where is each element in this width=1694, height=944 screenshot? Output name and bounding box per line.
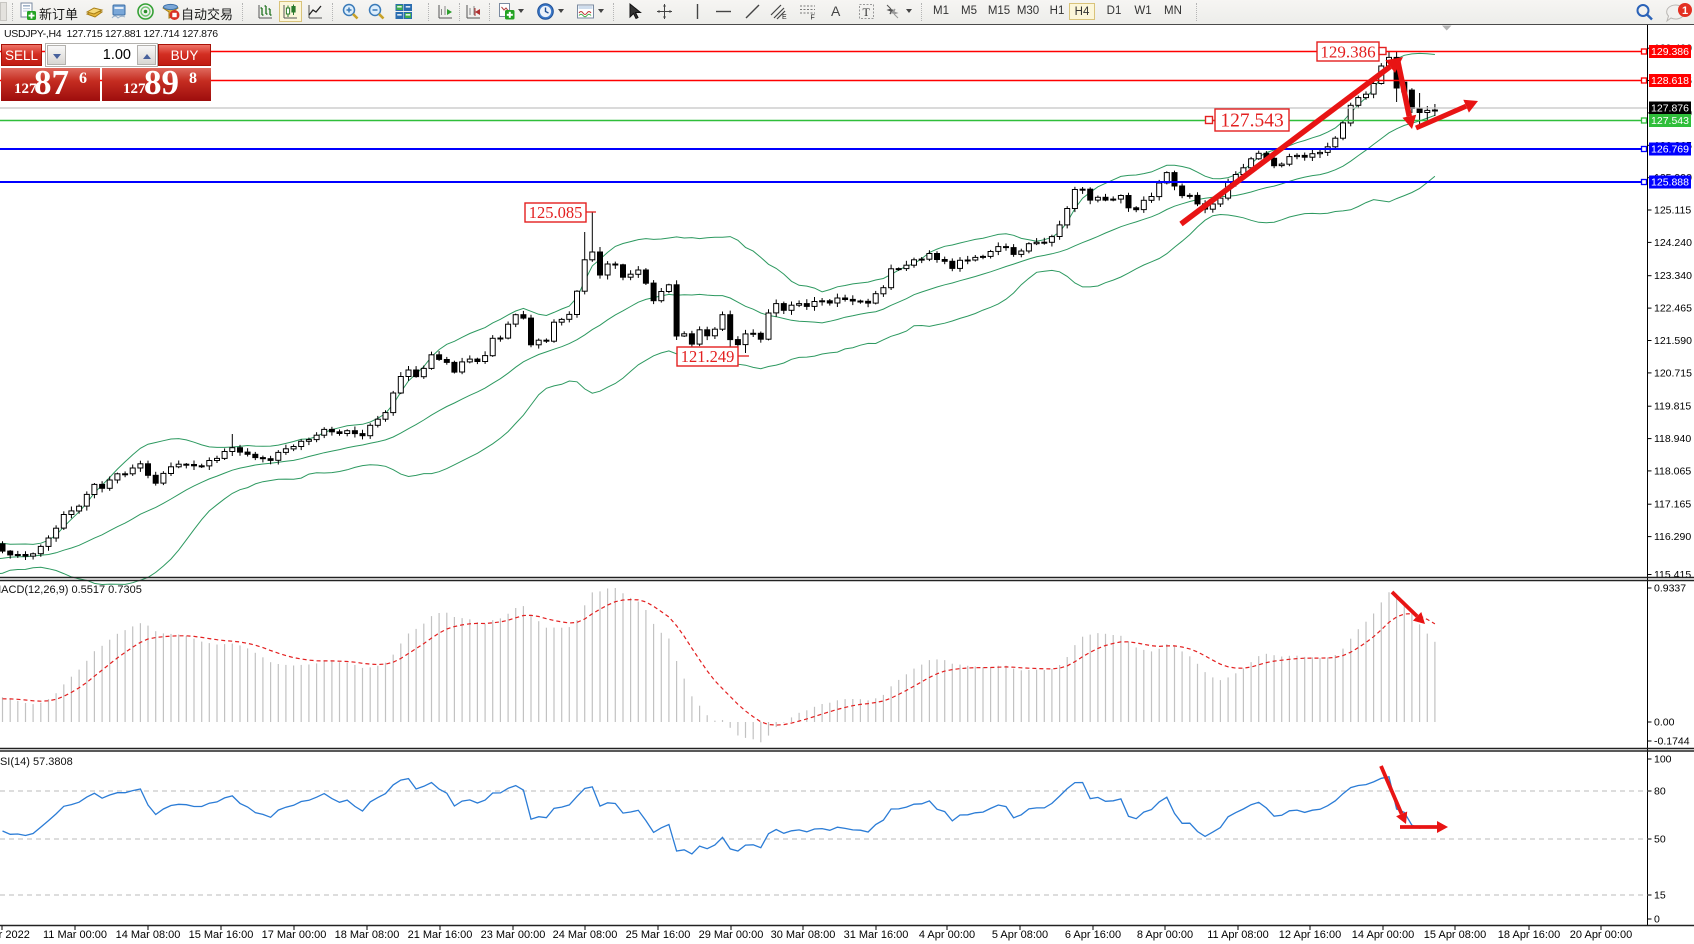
svg-text:121.249: 121.249 bbox=[681, 347, 735, 366]
svg-text:127.543: 127.543 bbox=[1220, 111, 1283, 132]
svg-text:116.290: 116.290 bbox=[1654, 531, 1691, 543]
svg-text:20 Apr 00:00: 20 Apr 00:00 bbox=[1570, 929, 1632, 941]
svg-text:-0.1744: -0.1744 bbox=[1654, 736, 1690, 748]
svg-text:128.618: 128.618 bbox=[1651, 75, 1689, 87]
svg-text:14 Mar 08:00: 14 Mar 08:00 bbox=[116, 929, 181, 941]
svg-text:18 Mar 08:00: 18 Mar 08:00 bbox=[335, 929, 400, 941]
svg-text:125.888: 125.888 bbox=[1651, 177, 1689, 189]
svg-text:121.590: 121.590 bbox=[1654, 335, 1692, 347]
svg-text:30 Mar 08:00: 30 Mar 08:00 bbox=[771, 929, 836, 941]
svg-text:124.240: 124.240 bbox=[1654, 237, 1692, 249]
svg-text:4 Apr 00:00: 4 Apr 00:00 bbox=[919, 929, 975, 941]
svg-text:117.165: 117.165 bbox=[1654, 499, 1691, 511]
svg-text:129.386: 129.386 bbox=[1651, 46, 1689, 58]
svg-text:T: T bbox=[863, 5, 871, 19]
svg-text:8 Apr 00:00: 8 Apr 00:00 bbox=[1137, 929, 1193, 941]
svg-text:14 Apr 00:00: 14 Apr 00:00 bbox=[1352, 929, 1414, 941]
svg-text:15 Mar 16:00: 15 Mar 16:00 bbox=[189, 929, 254, 941]
svg-text:120.715: 120.715 bbox=[1654, 367, 1692, 379]
svg-text:129.386: 129.386 bbox=[1320, 42, 1375, 61]
svg-text:1: 1 bbox=[1682, 5, 1688, 17]
svg-text:E: E bbox=[782, 14, 787, 21]
svg-text:100: 100 bbox=[1654, 754, 1672, 766]
svg-text:0.00: 0.00 bbox=[1654, 717, 1675, 729]
svg-text:15 Apr 08:00: 15 Apr 08:00 bbox=[1424, 929, 1486, 941]
svg-text:118.065: 118.065 bbox=[1654, 465, 1691, 477]
svg-text:12 Apr 16:00: 12 Apr 16:00 bbox=[1279, 929, 1341, 941]
svg-text:127.876: 127.876 bbox=[1651, 103, 1689, 115]
svg-text:115.415: 115.415 bbox=[1654, 569, 1691, 581]
svg-text:18 Apr 16:00: 18 Apr 16:00 bbox=[1498, 929, 1560, 941]
svg-text:MACD(12,26,9) 0.5517 0.7305: MACD(12,26,9) 0.5517 0.7305 bbox=[0, 584, 142, 596]
svg-text:17 Mar 00:00: 17 Mar 00:00 bbox=[262, 929, 327, 941]
svg-text:11 Apr 08:00: 11 Apr 08:00 bbox=[1207, 929, 1269, 941]
svg-text:123.340: 123.340 bbox=[1654, 270, 1692, 282]
svg-text:25 Mar 16:00: 25 Mar 16:00 bbox=[626, 929, 691, 941]
svg-text:15: 15 bbox=[1654, 890, 1666, 902]
svg-text:0.9337: 0.9337 bbox=[1654, 583, 1686, 595]
svg-text:126.769: 126.769 bbox=[1651, 144, 1689, 156]
svg-text:50: 50 bbox=[1654, 834, 1666, 846]
svg-text:119.815: 119.815 bbox=[1654, 401, 1691, 413]
svg-text:29 Mar 00:00: 29 Mar 00:00 bbox=[699, 929, 764, 941]
svg-text:122.465: 122.465 bbox=[1654, 303, 1692, 315]
svg-text:125.085: 125.085 bbox=[529, 203, 583, 222]
svg-text:6 Apr 16:00: 6 Apr 16:00 bbox=[1065, 929, 1121, 941]
svg-text:118.940: 118.940 bbox=[1654, 433, 1691, 445]
svg-text:F: F bbox=[811, 15, 815, 22]
svg-text:RSI(14) 57.3808: RSI(14) 57.3808 bbox=[0, 756, 73, 768]
svg-text:5 Apr 08:00: 5 Apr 08:00 bbox=[992, 929, 1048, 941]
svg-text:0: 0 bbox=[1654, 914, 1660, 926]
svg-text:24 Mar 08:00: 24 Mar 08:00 bbox=[553, 929, 618, 941]
svg-text:8 Mar 2022: 8 Mar 2022 bbox=[0, 929, 30, 941]
svg-text:23 Mar 00:00: 23 Mar 00:00 bbox=[481, 929, 546, 941]
svg-text:80: 80 bbox=[1654, 786, 1666, 798]
svg-text:127.543: 127.543 bbox=[1651, 115, 1689, 127]
svg-text:31 Mar 16:00: 31 Mar 16:00 bbox=[844, 929, 909, 941]
svg-text:21 Mar 16:00: 21 Mar 16:00 bbox=[408, 929, 473, 941]
svg-text:125.115: 125.115 bbox=[1654, 205, 1691, 217]
svg-text:USDJPY-,H4 127.715 127.881 12: USDJPY-,H4 127.715 127.881 127.714 127.8… bbox=[4, 28, 218, 40]
svg-text:11 Mar 00:00: 11 Mar 00:00 bbox=[43, 929, 107, 941]
